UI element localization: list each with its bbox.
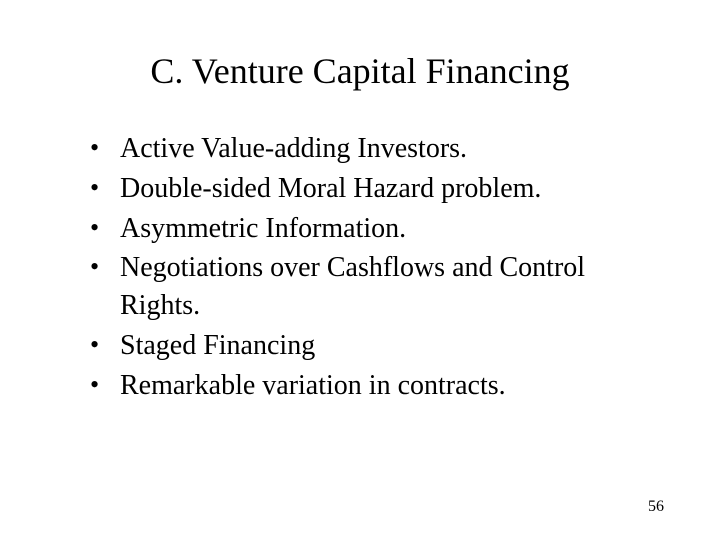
list-item: Double-sided Moral Hazard problem. [90, 170, 650, 208]
list-item: Negotiations over Cashflows and Control … [90, 249, 650, 325]
list-item: Active Value-adding Investors. [90, 130, 650, 168]
list-item: Remarkable variation in contracts. [90, 367, 650, 405]
slide-title: C. Venture Capital Financing [70, 50, 650, 92]
list-item: Asymmetric Information. [90, 210, 650, 248]
list-item: Staged Financing [90, 327, 650, 365]
page-number: 56 [648, 498, 664, 516]
slide: C. Venture Capital Financing Active Valu… [0, 0, 720, 540]
bullet-list: Active Value-adding Investors. Double-si… [70, 130, 650, 405]
